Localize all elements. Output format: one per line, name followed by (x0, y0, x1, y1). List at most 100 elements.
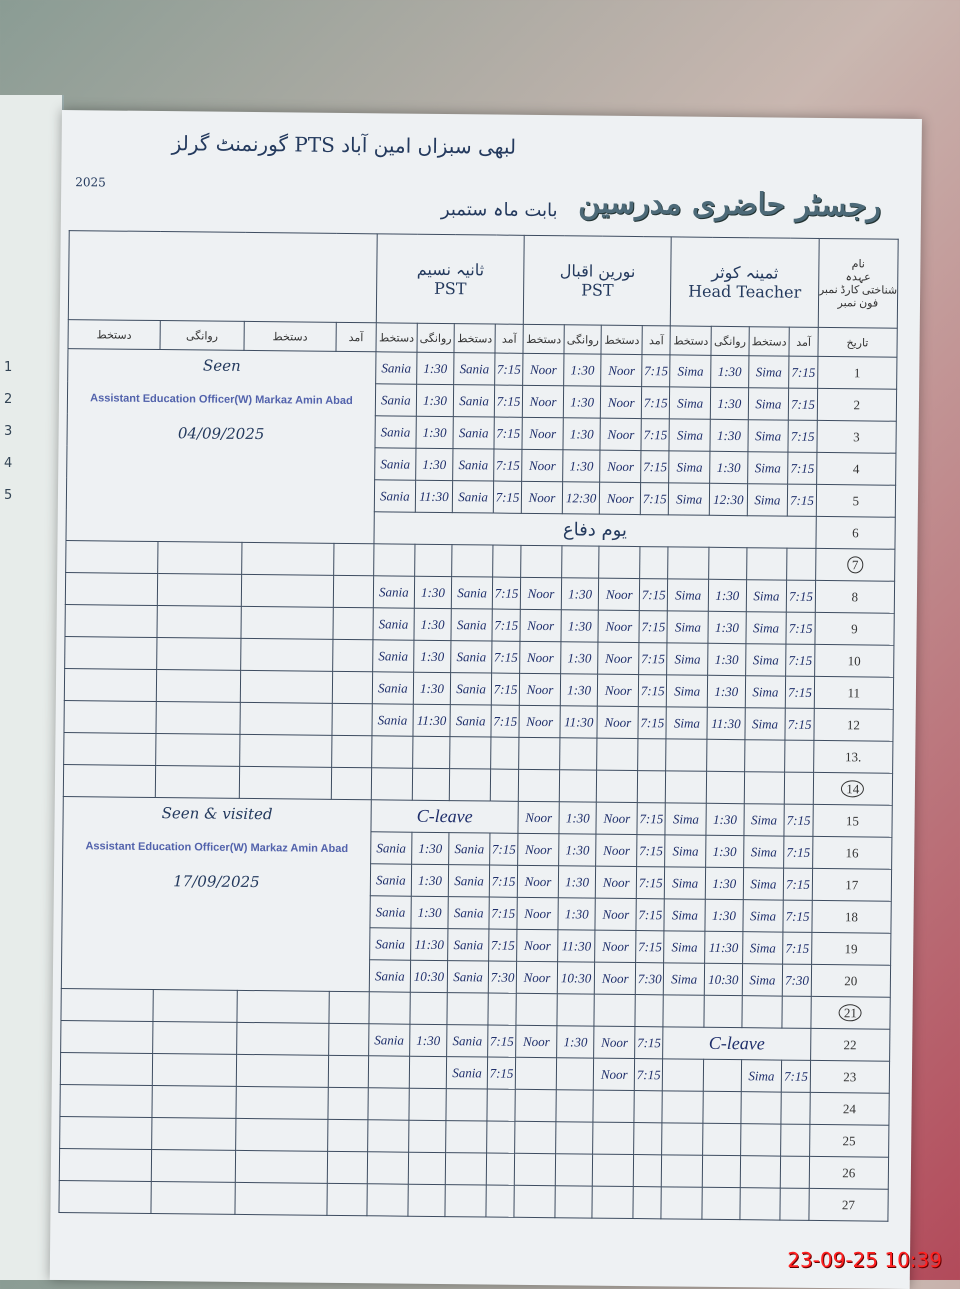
departure-time: 12:30 (562, 481, 601, 515)
empty-cell (780, 1156, 810, 1189)
month-label: بابت ماہ (492, 199, 558, 222)
empty-cell (559, 769, 598, 803)
arrival-signature: Sania (447, 960, 489, 994)
empty-cell (743, 771, 785, 805)
arrival-signature: Sima (744, 675, 787, 709)
empty-cell (514, 1121, 556, 1154)
teacher-designation: PST (581, 280, 614, 300)
arrival-signature: Noor (596, 834, 638, 867)
date-number: 27 (841, 1196, 856, 1212)
holiday-note: یوم دفاع (373, 511, 816, 549)
empty-cell (515, 1089, 557, 1122)
visit-date: 04/09/2025 (177, 424, 265, 444)
empty-cell (236, 990, 330, 1024)
empty-cell (414, 544, 453, 577)
arrival-signature: Noor (594, 1026, 636, 1059)
departure-time: 11:30 (707, 707, 745, 740)
arrival-signature: Noor (596, 802, 638, 835)
departure-signature: Sania (369, 927, 411, 961)
column-label-signature: دستخط (670, 325, 712, 356)
arrival-signature: Sima (748, 355, 790, 389)
column-label-signature: دستخط (748, 326, 790, 357)
departure-time: 1:30 (561, 577, 600, 611)
departure-time: 1:30 (706, 803, 744, 836)
departure-time: 10:30 (704, 963, 743, 996)
arrival-time: 7:15 (494, 385, 523, 418)
arrival-time: 7:15 (634, 1026, 664, 1059)
date-cell: 23 (809, 1060, 890, 1094)
departure-signature: Sima (666, 674, 708, 708)
date-number: 24 (842, 1100, 857, 1116)
arrival-time: 7:15 (488, 929, 518, 962)
departure-signature: Noor (520, 609, 562, 642)
arrival-signature: Sania (451, 576, 493, 610)
arrival-time: 7:15 (487, 1057, 516, 1090)
departure-signature: Noor (516, 929, 558, 962)
arrival-signature: Noor (600, 386, 642, 419)
date-cell: 22 (810, 1028, 890, 1062)
date-cell: 19 (811, 932, 891, 966)
date-cell: 18 (811, 900, 892, 934)
visit-remarks: Seen Assistant Education Officer(W) Marka… (65, 348, 376, 544)
month-value: ستمبر (440, 198, 488, 221)
empty-cell (234, 1182, 328, 1216)
empty-cell (445, 1152, 487, 1186)
arrival-signature: Noor (600, 418, 642, 451)
empty-cell (368, 991, 411, 1025)
date-column-label: تاریخ (817, 327, 898, 358)
column-label-signature: دستخط (454, 323, 496, 354)
empty-cell (241, 542, 334, 576)
arrival-signature: Noor (595, 898, 637, 931)
date-number: 22 (843, 1036, 857, 1052)
empty-cell (241, 574, 334, 608)
departure-time: 1:30 (415, 448, 454, 481)
departure-time: 1:30 (705, 867, 744, 900)
arrival-time: 7:15 (641, 354, 671, 387)
visit-remark: Seen (202, 356, 241, 375)
arrival-time: 7:15 (639, 578, 668, 611)
empty-cell (635, 994, 664, 1027)
arrival-time: 7:15 (783, 868, 813, 901)
arrival-signature: Noor (595, 930, 637, 963)
arrival-time: 7:15 (786, 580, 816, 613)
empty-cell (451, 544, 493, 578)
arrival-signature: Sania (452, 448, 494, 482)
arrival-signature: Noor (597, 674, 639, 707)
date-number: 19 (844, 940, 858, 956)
departure-time: 1:30 (710, 355, 749, 388)
empty-cell (155, 765, 240, 799)
date-cell: 5 (815, 484, 896, 518)
empty-cell (235, 1086, 329, 1120)
date-number: 1 (853, 364, 861, 380)
empty-cell (518, 737, 560, 770)
empty-cell (639, 546, 669, 579)
left-page-number: 3 (4, 424, 13, 439)
departure-signature: Noor (522, 417, 564, 450)
empty-cell (59, 1116, 152, 1150)
departure-signature: Sania (373, 575, 415, 609)
empty-cell (781, 1092, 810, 1125)
departure-signature: Noor (516, 961, 558, 994)
empty-cell (704, 995, 742, 1028)
teacher-name: نورین اقبال (559, 261, 636, 282)
arrival-time: 7:15 (641, 386, 671, 419)
empty-cell (520, 545, 562, 578)
empty-cell (559, 737, 598, 771)
empty-cell (239, 734, 332, 768)
departure-signature: Noor (517, 833, 559, 866)
empty-cell (367, 1151, 409, 1185)
empty-cell (661, 1154, 703, 1188)
date-cell: 20 (810, 964, 891, 998)
teacher-header: نورین اقبال PST (523, 235, 672, 326)
date-cell: 25 (809, 1124, 889, 1158)
departure-time: 11:30 (415, 480, 453, 513)
arrival-signature: Sania (453, 416, 495, 450)
empty-cell (492, 545, 522, 578)
arrival-signature: Noor (594, 962, 636, 995)
date-cell: 27 (808, 1188, 889, 1222)
arrival-signature: Sima (744, 707, 786, 741)
column-label-departure: روانگی (563, 324, 602, 355)
departure-signature: Sania (369, 895, 412, 929)
departure-signature: Sania (372, 671, 414, 705)
empty-cell (63, 764, 156, 798)
